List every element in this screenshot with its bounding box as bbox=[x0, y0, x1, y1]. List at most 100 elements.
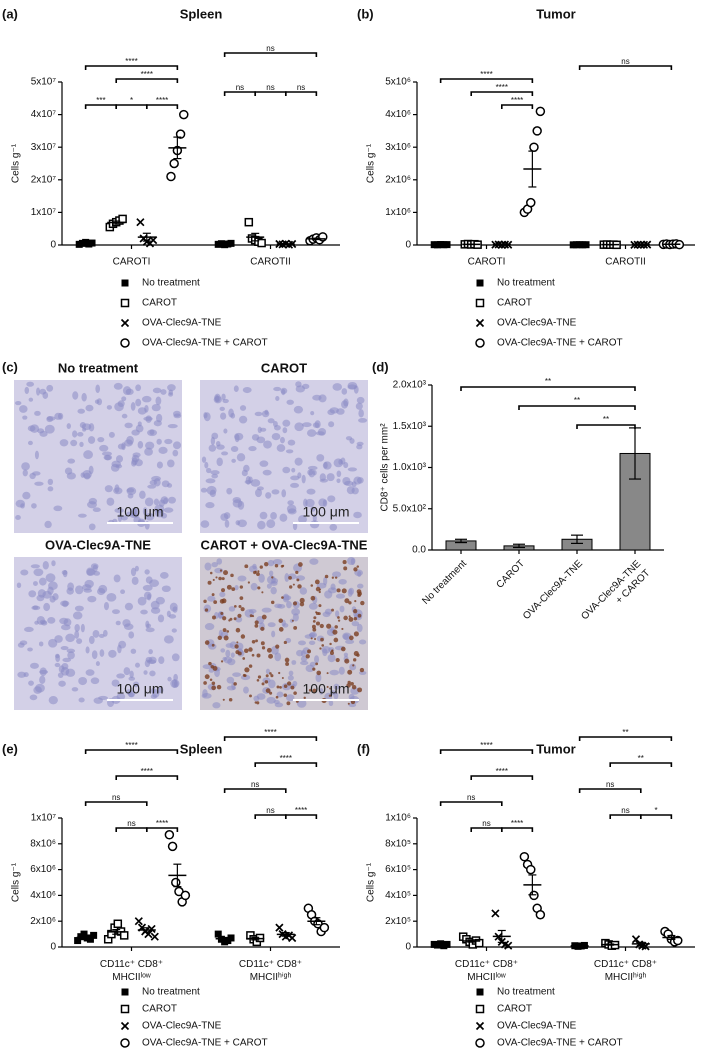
cell-nucleus bbox=[60, 645, 69, 651]
cell-nucleus bbox=[262, 469, 272, 476]
y-axis-label: Cells g⁻¹ bbox=[11, 143, 22, 183]
cell-nucleus bbox=[228, 408, 234, 418]
stained-cell bbox=[292, 583, 295, 586]
x-tick-label: CAROTII bbox=[250, 257, 291, 268]
cell-nucleus bbox=[203, 604, 212, 613]
cell-nucleus bbox=[98, 633, 105, 639]
cell-nucleus bbox=[156, 438, 162, 445]
cell-nucleus bbox=[219, 591, 226, 598]
cell-nucleus bbox=[133, 516, 141, 524]
cell-nucleus bbox=[336, 470, 342, 478]
stained-cell bbox=[228, 698, 233, 702]
stained-cell bbox=[350, 681, 354, 686]
cell-nucleus bbox=[235, 616, 243, 623]
stained-cell bbox=[314, 579, 320, 585]
cell-nucleus bbox=[298, 515, 308, 524]
cell-nucleus bbox=[223, 428, 228, 434]
significance-label: **** bbox=[156, 819, 168, 828]
y-tick-label: 0.0 bbox=[412, 545, 426, 556]
data-point bbox=[288, 933, 297, 943]
cell-nucleus bbox=[204, 461, 209, 469]
stained-cell bbox=[354, 600, 357, 603]
cell-nucleus bbox=[353, 511, 362, 519]
legend-marker bbox=[121, 988, 129, 996]
y-tick-label: 1.0x10³ bbox=[393, 462, 427, 473]
significance-label: **** bbox=[141, 767, 153, 776]
cell-nucleus bbox=[288, 670, 294, 676]
cell-nucleus bbox=[234, 432, 244, 441]
cell-nucleus bbox=[37, 589, 46, 598]
stained-cell bbox=[295, 570, 299, 574]
cell-nucleus bbox=[114, 484, 120, 493]
x-tick-label: OVA-Clec9A-TNE+ CAROT bbox=[579, 558, 652, 631]
stained-cell bbox=[284, 657, 290, 663]
stained-cell bbox=[313, 616, 317, 620]
significance-bracket bbox=[518, 405, 636, 410]
significance-bracket bbox=[223, 52, 318, 57]
stained-cell bbox=[288, 576, 292, 580]
stained-cell bbox=[278, 618, 283, 623]
cell-nucleus bbox=[156, 461, 163, 469]
cell-nucleus bbox=[60, 600, 70, 607]
stained-cell bbox=[251, 653, 255, 657]
cell-nucleus bbox=[336, 478, 341, 484]
cell-nucleus bbox=[149, 670, 156, 677]
cell-nucleus bbox=[287, 500, 294, 506]
significance-label: * bbox=[655, 806, 658, 815]
cell-nucleus bbox=[271, 577, 279, 584]
stained-cell bbox=[257, 675, 262, 679]
stained-cell bbox=[326, 685, 329, 688]
significance-label: **** bbox=[125, 741, 137, 750]
cell-nucleus bbox=[32, 471, 41, 476]
cell-nucleus bbox=[326, 473, 335, 482]
stained-cell bbox=[333, 637, 339, 643]
cell-nucleus bbox=[348, 587, 355, 595]
cell-nucleus bbox=[34, 410, 41, 416]
cell-nucleus bbox=[39, 619, 47, 625]
cell-nucleus bbox=[80, 472, 85, 478]
stained-cell bbox=[257, 586, 261, 590]
stained-cell bbox=[220, 660, 224, 663]
stained-cell bbox=[348, 615, 351, 618]
cell-nucleus bbox=[321, 646, 331, 654]
cell-nucleus bbox=[273, 424, 281, 431]
cell-nucleus bbox=[33, 686, 42, 694]
cell-nucleus bbox=[130, 402, 136, 411]
cell-nucleus bbox=[286, 399, 294, 405]
significance-label: **** bbox=[496, 767, 508, 776]
cell-nucleus bbox=[19, 405, 28, 413]
cell-nucleus bbox=[274, 603, 283, 609]
cell-nucleus bbox=[305, 498, 315, 508]
cell-nucleus bbox=[120, 589, 126, 595]
significance-bracket bbox=[470, 827, 503, 832]
stained-cell bbox=[269, 672, 272, 675]
stained-cell bbox=[321, 644, 325, 647]
cell-nucleus bbox=[74, 624, 80, 632]
stained-cell bbox=[346, 683, 351, 688]
cell-nucleus bbox=[47, 616, 56, 624]
cell-nucleus bbox=[291, 608, 301, 616]
y-tick-label: 5x10⁷ bbox=[31, 77, 57, 88]
cell-nucleus bbox=[302, 383, 310, 390]
cell-nucleus bbox=[128, 676, 136, 681]
data-point bbox=[150, 932, 159, 941]
cell-nucleus bbox=[151, 687, 156, 694]
cell-nucleus bbox=[353, 385, 359, 394]
x-tick-label: CAROTI bbox=[468, 257, 506, 268]
cell-nucleus bbox=[101, 451, 112, 456]
stained-cell bbox=[256, 678, 260, 682]
significance-bracket bbox=[223, 788, 287, 793]
cell-nucleus bbox=[48, 638, 58, 648]
stained-cell bbox=[230, 573, 234, 578]
cell-nucleus bbox=[128, 692, 134, 698]
cell-nucleus bbox=[83, 450, 93, 460]
cell-nucleus bbox=[341, 400, 349, 409]
cell-nucleus bbox=[30, 662, 39, 669]
cell-nucleus bbox=[112, 609, 120, 615]
stained-cell bbox=[334, 576, 338, 579]
cell-nucleus bbox=[306, 429, 317, 437]
cell-nucleus bbox=[242, 386, 252, 394]
cell-nucleus bbox=[248, 446, 257, 452]
cell-nucleus bbox=[219, 406, 225, 411]
